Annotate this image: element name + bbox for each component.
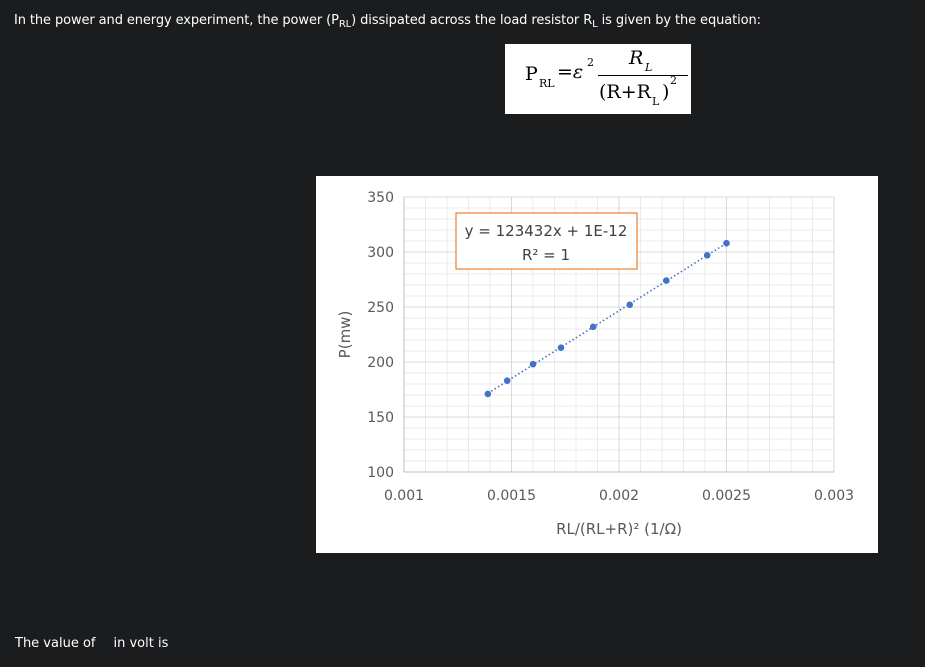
data-point: [503, 377, 511, 384]
power-equation: P RL =ε 2 R L (R+R L ) 2: [505, 44, 691, 114]
formula-denominator-exponent: 2: [670, 74, 677, 87]
y-tick-label: 150: [367, 410, 394, 426]
formula-numerator-r: R: [629, 47, 644, 69]
data-point: [484, 390, 492, 398]
formula-p-subscript: RL: [539, 77, 555, 90]
data-point: [557, 344, 565, 351]
power-chart: 350 300 250 200 150 100 0.001 0.0015 0.002 0.0025…: [316, 176, 878, 553]
formula-p: P: [525, 63, 538, 85]
footer-text-b: in volt is: [113, 636, 169, 651]
question-text-start: In the power and energy experiment, the …: [14, 13, 339, 28]
equation-label-line2: R² = 1: [522, 246, 570, 264]
x-tick-label: 0.0015: [487, 488, 536, 504]
data-point: [589, 323, 597, 331]
equation-label-box: [455, 212, 638, 270]
formula-denominator-open: (R+R: [599, 81, 651, 103]
x-tick-label: 0.001: [384, 488, 424, 504]
y-tick-label: 100: [367, 465, 394, 481]
x-tick-label: 0.0025: [702, 488, 751, 504]
y-tick-label: 300: [367, 245, 394, 261]
fraction-bar: [598, 75, 688, 76]
formula-denominator-close: ): [662, 81, 670, 103]
footer-text-a: The value of: [15, 636, 96, 651]
data-point: [703, 252, 711, 259]
resistor-subscript: L: [592, 19, 598, 30]
x-tick-label: 0.003: [814, 488, 854, 504]
question-text: In the power and energy experiment, the …: [14, 13, 761, 30]
trendline: [487, 242, 727, 394]
data-point: [723, 239, 730, 247]
y-axis-title: P(mw): [336, 311, 354, 359]
data-point: [529, 360, 537, 368]
question-text-middle: ) dissipated across the load resistor R: [351, 13, 593, 28]
x-tick-label: 0.002: [599, 488, 639, 504]
x-axis-title: RL/(RL+R)² (1/Ω): [556, 520, 682, 538]
formula-epsilon-exponent: 2: [587, 56, 594, 69]
formula-equals-epsilon: =ε: [557, 61, 584, 83]
formula-denominator-subscript: L: [652, 95, 660, 108]
y-tick-label: 200: [367, 355, 394, 371]
question-text-end: is given by the equation:: [597, 13, 761, 28]
data-point: [663, 277, 670, 284]
chart-svg: 350 300 250 200 150 100 0.001 0.0015 0.002 0.0025…: [336, 190, 854, 538]
data-point: [626, 301, 634, 309]
y-tick-label: 350: [367, 190, 394, 206]
footer-text: The value of in volt is: [15, 636, 168, 651]
power-subscript: RL: [338, 19, 352, 30]
y-tick-label: 250: [367, 300, 394, 316]
equation-label-line1: y = 123432x + 1E-12: [465, 222, 628, 240]
formula-numerator-subscript: L: [645, 61, 653, 74]
